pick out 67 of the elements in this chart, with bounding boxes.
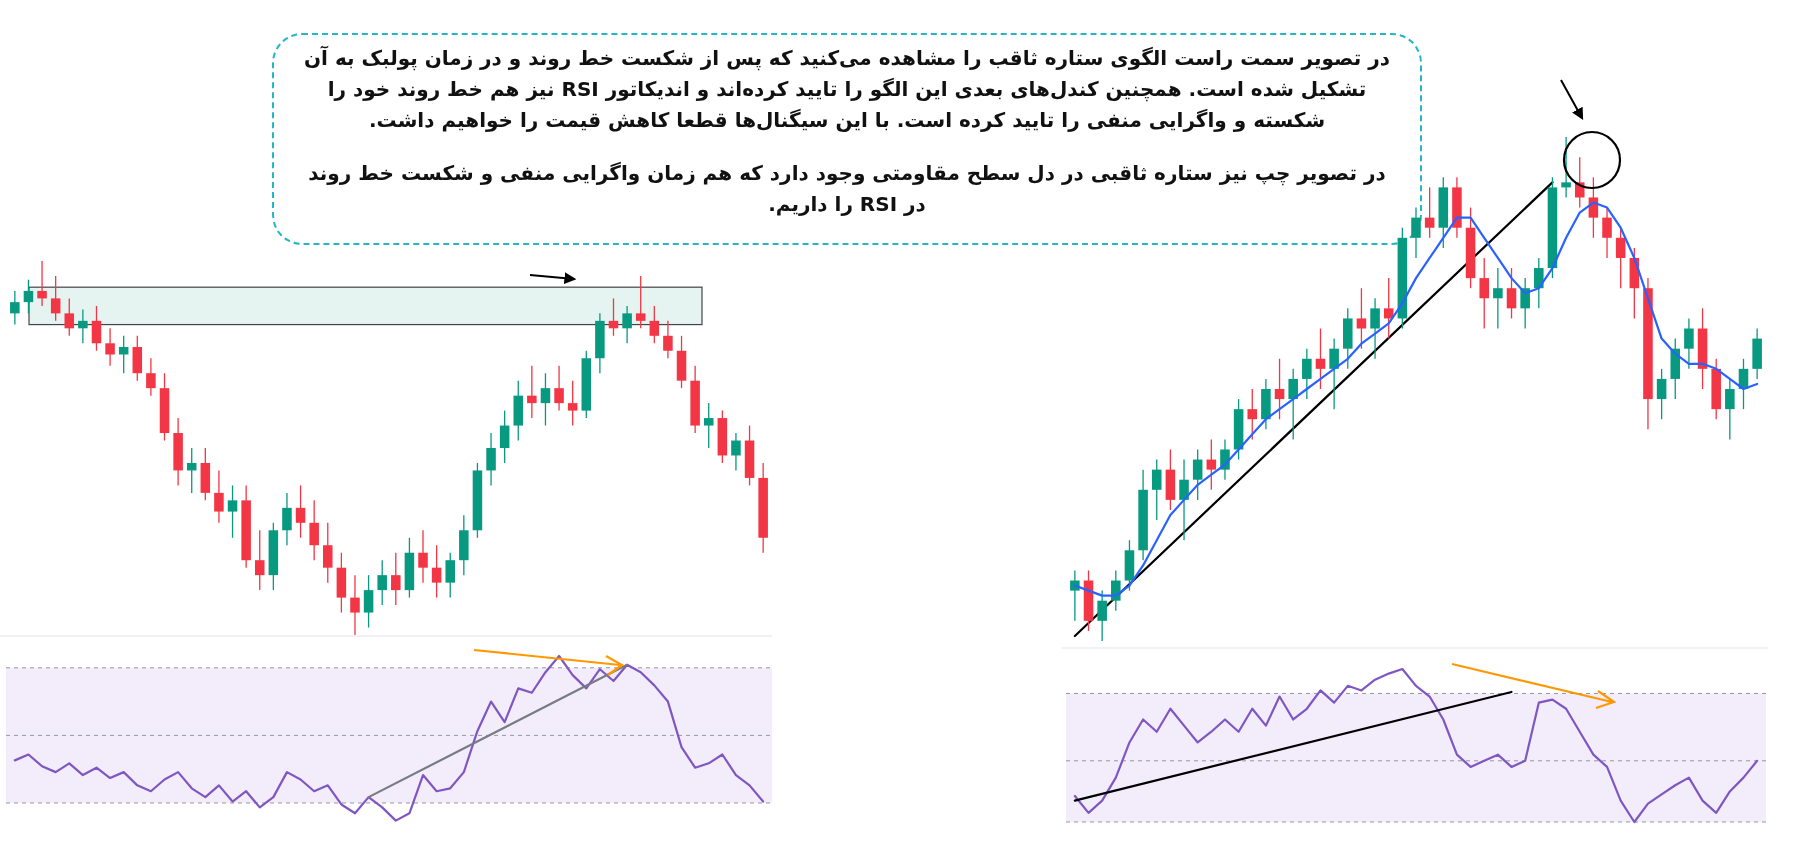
candlestick	[418, 529, 428, 584]
candlestick	[1493, 267, 1503, 330]
candlestick	[214, 469, 224, 524]
candlestick	[703, 402, 714, 449]
candlestick	[363, 574, 374, 629]
candlestick	[350, 574, 360, 636]
candlestick	[105, 327, 115, 367]
candlestick	[445, 552, 455, 599]
candlestick	[1561, 136, 1571, 199]
candlestick	[1534, 257, 1544, 310]
candlestick	[91, 305, 102, 352]
candlestick	[731, 432, 741, 472]
candlestick	[1111, 569, 1121, 612]
candlestick	[1247, 388, 1258, 441]
candlestick	[1302, 348, 1312, 400]
candlestick	[1684, 317, 1694, 370]
candlestick	[227, 484, 238, 539]
candlestick	[1520, 277, 1530, 330]
candlestick	[1206, 438, 1217, 491]
candlestick	[323, 522, 333, 584]
candlestick	[78, 308, 88, 344]
candlestick	[1479, 257, 1489, 330]
candlestick	[1192, 448, 1203, 501]
candlestick	[1356, 287, 1367, 350]
candlestick	[1383, 277, 1394, 340]
candlestick	[146, 357, 156, 397]
candlestick	[431, 544, 442, 599]
candlestick	[635, 275, 646, 329]
candlestick	[1424, 186, 1435, 239]
candlestick	[1274, 358, 1285, 420]
candlestick	[282, 492, 292, 546]
candlestick	[663, 320, 673, 359]
candlestick	[649, 305, 660, 344]
candlestick	[1329, 337, 1339, 410]
candlestick	[309, 499, 319, 561]
candlestick	[499, 409, 510, 464]
candlestick	[1725, 378, 1735, 441]
annotation: در تصویر چپ نیز ستاره ثاقبی در دل سطح مقاومتی وجود دارد که هم زمان واگرایی منفی و شکست خط روند در RSI را داریم.	[307, 160, 1387, 218]
candlestick	[1411, 206, 1421, 259]
candlestick	[1097, 589, 1107, 642]
candlestick	[23, 279, 34, 315]
candlestick	[567, 380, 578, 427]
candlestick	[527, 365, 537, 419]
candlestick	[64, 297, 75, 337]
candlestick	[1151, 458, 1162, 521]
candlestick	[1615, 227, 1626, 289]
candlestick	[1179, 458, 1189, 541]
candlestick	[50, 275, 61, 322]
candlestick	[391, 552, 401, 606]
candlestick	[254, 529, 265, 591]
candlestick	[377, 559, 387, 606]
candlestick	[1656, 368, 1667, 420]
candlestick	[1315, 327, 1326, 390]
candlestick	[554, 365, 564, 412]
candlestick	[295, 484, 306, 539]
candlestick	[37, 260, 47, 307]
candlestick	[118, 335, 129, 374]
candlestick	[1288, 368, 1298, 441]
candlestick	[1602, 206, 1612, 259]
candlestick	[1370, 297, 1380, 360]
candlestick	[1070, 569, 1080, 622]
candlestick	[1506, 267, 1517, 320]
candlestick	[622, 305, 632, 344]
candlestick	[486, 432, 496, 487]
candlestick	[540, 372, 551, 427]
candlestick	[10, 290, 20, 326]
text: در تصویر سمت راست الگوی ستاره ثاقب را مشاهده می‌کنید که پس از شکست خط روند و در زمان پولبک به آن تشکیل شده است. همچنین کندل‌های بعدی این الگو را تایید کرده‌اند و اندیکاتور RSI نیز هم خط روند خود را شکسته و واگرایی منفی را تایید کرده است. با این سیگنال‌ها قطعا کاهش قیمت را خواهیم داشت.	[303, 45, 1391, 134]
